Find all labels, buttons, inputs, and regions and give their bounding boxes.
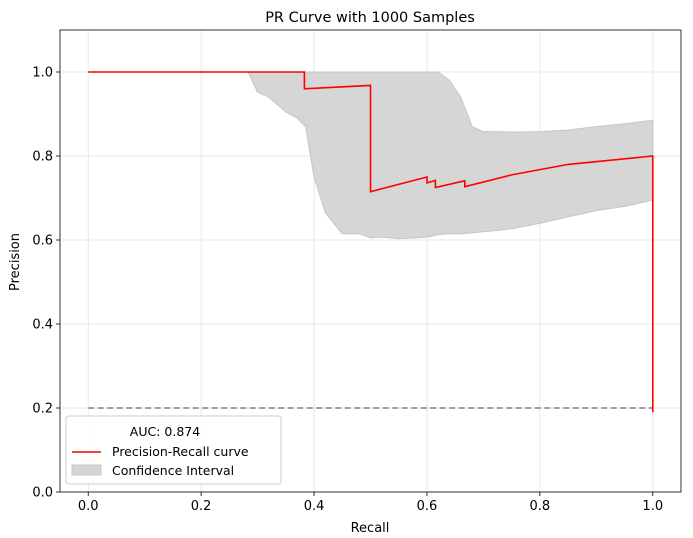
x-tick-label-4: 0.8 [530,499,551,514]
chart-title: PR Curve with 1000 Samples [265,10,475,26]
x-tick-label-5: 1.0 [642,499,663,514]
x-axis-label: Recall [351,521,390,536]
y-tick-label-5: 1.0 [32,66,53,81]
precision-recall-line [88,71,654,413]
x-tick-label-2: 0.4 [304,499,325,514]
y-tick-label-1: 0.2 [32,402,53,417]
x-tick-label-1: 0.2 [191,499,212,514]
y-tick-label-3: 0.6 [32,234,53,249]
x-axis-ticks: 0.0 0.2 0.4 0.6 0.8 1.0 [78,492,663,514]
y-tick-label-0: 0.0 [32,486,53,501]
legend-label-confidence-interval: Confidence Interval [112,463,234,478]
x-tick-label-0: 0.0 [78,499,99,514]
y-axis-ticks: 0.0 0.2 0.4 0.6 0.8 1.0 [32,66,60,501]
plot-area-frame [59,29,682,493]
x-tick-label-3: 0.6 [417,499,438,514]
y-axis-label: Precision [8,233,23,291]
legend-title: AUC: 0.874 [130,424,200,439]
legend-swatch-confidence-interval [71,464,102,476]
legend: AUC: 0.874 Precision-Recall curve Confid… [65,415,282,485]
y-tick-label-4: 0.8 [32,150,53,165]
legend-label-pr-curve: Precision-Recall curve [112,444,249,459]
y-tick-label-2: 0.4 [32,318,53,333]
legend-box [65,415,282,485]
